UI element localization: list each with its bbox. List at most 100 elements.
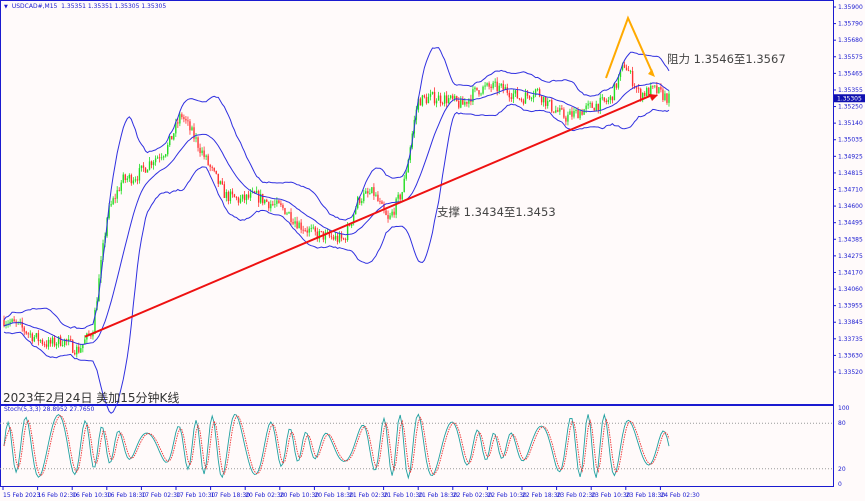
current-price-label: 1.35305 [837, 95, 862, 102]
candle-body [563, 109, 565, 118]
candle-body [526, 92, 529, 96]
candle-body [197, 137, 199, 148]
candle-body [243, 194, 246, 201]
candle-body [524, 92, 527, 104]
candle-body [118, 190, 120, 191]
y-tick-label: 1.35355 [838, 87, 863, 94]
candle-body [650, 85, 652, 96]
resistance-arrow-icon [648, 69, 655, 77]
candle-body [223, 184, 226, 198]
candle-body [179, 114, 181, 124]
candle-body [369, 193, 371, 194]
candle-body [648, 87, 650, 96]
y-tick-label: 1.35790 [838, 21, 863, 28]
candle-body [631, 71, 634, 86]
candle-body [373, 187, 375, 196]
candle-body [607, 99, 610, 102]
candle-body [76, 346, 78, 355]
candle-body [395, 198, 397, 215]
candle-body [316, 231, 318, 239]
candle-body [288, 212, 290, 214]
candle-body [154, 158, 157, 163]
candle-body [593, 107, 595, 111]
ohlc-label: 1.35351 1.35351 1.35305 1.35305 [61, 3, 167, 10]
candle-body [239, 198, 242, 203]
x-tick-label: 23 Feb 10:30 [591, 492, 631, 499]
stoch-label: Stoch(5,3,3) 28.8952 27.7650 [4, 406, 95, 413]
candle-body [635, 87, 638, 89]
candle-body [365, 191, 367, 194]
y-tick-label: 1.34275 [838, 253, 863, 260]
candle-body [399, 194, 401, 200]
candle-body [130, 174, 133, 184]
candle-body [553, 111, 555, 113]
candle-body [122, 174, 124, 183]
candle-body [92, 333, 94, 337]
candle-body [146, 169, 149, 173]
candle-body [257, 190, 260, 203]
candle-body [249, 192, 252, 198]
candle-body [512, 93, 515, 99]
x-tick-label: 17 Feb 02:30 [141, 492, 181, 499]
candle-body [506, 87, 508, 93]
candle-body [508, 92, 511, 98]
candle-body [361, 201, 363, 203]
candle-body [233, 194, 236, 198]
candle-body [142, 165, 145, 168]
candle-body [74, 352, 76, 355]
candle-body [589, 103, 591, 104]
candle-body [429, 93, 432, 97]
candle-body [21, 321, 23, 328]
candle-body [255, 190, 258, 194]
candle-body [387, 215, 389, 219]
candle-body [496, 81, 498, 92]
y-tick-label: 1.35140 [838, 120, 863, 127]
candle-body [599, 97, 601, 111]
candle-body [544, 96, 547, 106]
candle-body [431, 91, 434, 94]
candle-body [542, 96, 545, 103]
candle-body [338, 233, 341, 242]
y-tick-label: 1.35465 [838, 70, 863, 77]
candle-body [193, 127, 195, 139]
candle-body [381, 201, 383, 204]
candle-body [55, 343, 58, 346]
candle-body [264, 199, 266, 204]
candle-body [45, 344, 48, 347]
candle-body [377, 194, 379, 201]
dropdown-triangle-icon[interactable]: ▼ [4, 4, 8, 10]
candle-body [421, 95, 424, 106]
candle-body [25, 331, 27, 334]
stoch-level-label: 20 [838, 466, 846, 473]
candle-body [371, 187, 373, 194]
y-tick-label: 1.33845 [838, 319, 863, 326]
candle-body [540, 96, 543, 103]
candle-body [298, 222, 300, 229]
candle-body [565, 117, 567, 122]
candle-body [637, 88, 640, 90]
candle-body [120, 182, 122, 191]
candle-body [490, 86, 492, 89]
y-tick-label: 1.33630 [838, 352, 863, 359]
support-arrow-icon [649, 93, 658, 101]
candle-body [162, 156, 165, 158]
candle-body [452, 95, 454, 99]
candle-body [23, 327, 25, 332]
candle-body [443, 95, 446, 104]
candle-body [433, 91, 436, 104]
candle-body [654, 85, 656, 87]
candle-body [136, 179, 139, 181]
candle-body [126, 178, 129, 181]
candle-body [534, 89, 537, 96]
candle-body [397, 194, 399, 199]
candle-body [385, 210, 387, 216]
candle-body [116, 190, 118, 199]
x-tick-label: 17 Feb 18:30 [211, 492, 251, 499]
candle-body [308, 228, 310, 233]
candle-body [306, 230, 308, 233]
candle-body [253, 191, 256, 194]
stoch-panel-frame [0, 405, 834, 487]
candle-body [183, 117, 185, 119]
candle-body [57, 336, 60, 344]
